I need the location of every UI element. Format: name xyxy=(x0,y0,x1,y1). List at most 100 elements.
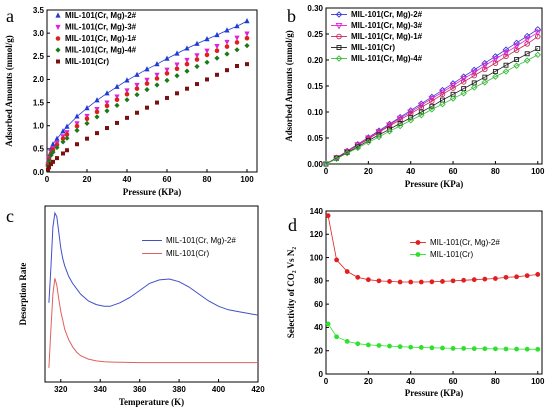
x-tick-label: 100 xyxy=(531,377,545,386)
data-point xyxy=(514,346,519,352)
legend-label: MIL-101(Cr, Mg)-4# xyxy=(65,46,137,55)
data-point xyxy=(513,39,520,47)
data-point xyxy=(470,84,478,91)
data-point xyxy=(235,64,239,69)
data-point xyxy=(115,120,119,125)
data-point xyxy=(503,62,509,68)
data-point xyxy=(224,51,230,57)
data-point xyxy=(64,123,70,129)
y-tick-label: 3.5 xyxy=(33,6,45,15)
data-point xyxy=(204,52,210,58)
data-point xyxy=(104,90,110,96)
y-tick-label: 0.00 xyxy=(307,160,323,169)
data-point xyxy=(124,91,130,97)
series-0 xyxy=(48,211,259,316)
data-point xyxy=(408,279,414,285)
y-tick-label: 1.0 xyxy=(33,122,45,131)
data-point xyxy=(503,53,509,60)
legend-entry: MIL-101(Cr, Mg)-2# xyxy=(142,236,236,245)
data-point xyxy=(194,57,200,62)
data-point xyxy=(429,279,435,285)
data-point xyxy=(175,91,179,96)
x-tick-label: 20 xyxy=(364,377,373,386)
y-tick-label: 0.10 xyxy=(307,108,323,117)
data-point xyxy=(144,87,150,93)
data-point xyxy=(104,108,110,114)
data-point xyxy=(322,160,330,168)
legend-entry: MIL-101(Cr, Mg)-2# xyxy=(331,10,423,19)
series-line xyxy=(325,54,538,165)
series-2 xyxy=(45,35,250,168)
x-tick-label: 100 xyxy=(240,175,254,184)
data-point xyxy=(165,95,169,100)
panel-letter: a xyxy=(6,6,14,26)
series-line xyxy=(327,323,538,350)
data-point xyxy=(154,82,160,88)
data-point xyxy=(355,341,361,347)
data-point xyxy=(418,111,425,119)
data-point xyxy=(439,100,446,108)
data-point xyxy=(50,141,56,147)
data-point xyxy=(114,83,120,89)
data-point xyxy=(344,339,350,344)
data-point xyxy=(60,128,66,134)
data-point xyxy=(397,344,403,350)
data-point xyxy=(365,138,372,146)
data-point xyxy=(481,63,489,70)
data-point xyxy=(214,31,220,38)
data-point xyxy=(387,279,392,284)
y-tick-label: 2.0 xyxy=(33,75,45,84)
chart-panel-a: 0 20 40 60 80 100 0.0 0.5 1.0 1.5 2.0 2.5 3.0 3.5 Pres… xyxy=(4,6,258,197)
data-point xyxy=(397,117,403,123)
y-tick-label: 0.20 xyxy=(307,56,323,65)
series-1 xyxy=(325,321,541,352)
data-point xyxy=(95,131,99,136)
data-point xyxy=(154,72,160,78)
legend-label: MIL-101(Cr, Mg)-2# xyxy=(430,238,500,247)
data-point xyxy=(396,122,404,130)
legend-marker xyxy=(55,36,61,41)
data-point xyxy=(124,97,130,103)
series-4 xyxy=(46,62,249,172)
data-point xyxy=(194,63,200,70)
legend-label: MIL-101(Cr, Mg)-1# xyxy=(65,34,137,43)
data-point xyxy=(481,79,489,86)
data-point xyxy=(134,86,140,91)
data-point xyxy=(104,103,110,109)
x-axis-title: Pressure (KPa) xyxy=(123,187,181,197)
data-point xyxy=(460,90,467,97)
data-point xyxy=(234,47,240,53)
x-tick-label: 380 xyxy=(172,385,186,394)
data-point xyxy=(144,66,150,72)
data-point xyxy=(51,159,55,164)
data-point xyxy=(460,76,467,83)
data-point xyxy=(48,152,54,158)
legend-entry: MIL-101(Cr, Mg)-1# xyxy=(55,34,137,43)
x-tick-label: 40 xyxy=(406,377,415,386)
data-point xyxy=(125,115,129,120)
data-point xyxy=(154,61,160,67)
data-point xyxy=(65,148,69,153)
data-point xyxy=(523,57,531,64)
data-point xyxy=(74,127,80,133)
data-point xyxy=(461,345,467,351)
legend-marker xyxy=(56,59,60,64)
panel-letter: b xyxy=(287,6,296,26)
y-tick-label: 0.30 xyxy=(307,4,323,13)
data-point xyxy=(49,162,53,167)
legend-marker xyxy=(335,55,343,62)
x-tick-label: 80 xyxy=(491,377,500,386)
chart-panel-c: 320 340 360 380 400 420 Temperature (K) Desorpt… xyxy=(6,205,265,407)
data-point xyxy=(244,18,250,24)
x-axis-title: Pressure (KPa) xyxy=(405,179,463,189)
x-tick-label: 40 xyxy=(123,175,132,184)
data-point xyxy=(535,346,541,352)
data-point xyxy=(224,44,230,49)
data-point xyxy=(184,61,190,67)
y-axis-title: Desorption Rate xyxy=(18,263,28,326)
data-point xyxy=(195,82,199,87)
legend-entry: MIL-101(Cr, Mg)-3# xyxy=(55,23,137,32)
data-point xyxy=(234,35,240,41)
data-point xyxy=(534,29,542,37)
data-point xyxy=(524,41,530,47)
